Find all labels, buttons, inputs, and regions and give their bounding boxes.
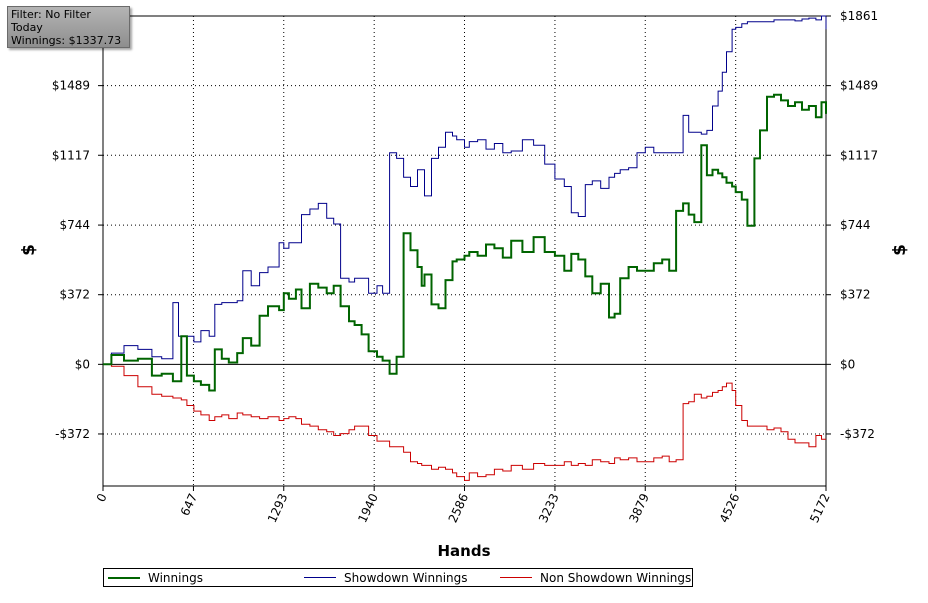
x-tick-label: 1940: [355, 491, 381, 525]
filter-label: Filter: No Filter: [11, 8, 91, 21]
legend-swatch-winnings: [108, 577, 140, 579]
x-tick-label: 1293: [265, 491, 291, 525]
left-y-axis: -$372$0$372$744$1117$1489$1861: [52, 9, 103, 441]
grid: [103, 16, 826, 486]
y-tick-label-right: $744: [840, 218, 871, 232]
y-axis-label-right: $: [890, 244, 910, 256]
x-tick-label: 0: [94, 491, 110, 504]
period-label: Today: [11, 21, 43, 34]
y-tick-label-right: $1489: [840, 79, 878, 93]
series-line-non-showdown-winnings: [103, 363, 826, 481]
y-tick-label-right: $1117: [840, 148, 878, 162]
legend-swatch-non-showdown: [500, 577, 532, 578]
y-tick-label-left: $0: [75, 357, 90, 371]
y-tick-label-left: $372: [59, 288, 90, 302]
legend-swatch-showdown: [304, 577, 336, 578]
x-tick-label: 3879: [626, 491, 652, 525]
filter-info-box: Filter: No Filter Today Winnings: $1337.…: [7, 6, 130, 48]
y-tick-label-left: -$372: [55, 427, 90, 441]
y-tick-label-right: $0: [840, 357, 855, 371]
y-tick-label-right: -$372: [840, 427, 875, 441]
y-tick-label-left: $1117: [52, 148, 90, 162]
x-tick-label: 5172: [807, 491, 833, 525]
y-tick-label-left: $1489: [52, 79, 90, 93]
y-tick-label-left: $744: [59, 218, 90, 232]
x-tick-label: 3233: [536, 491, 562, 525]
x-tick-label: 2586: [446, 491, 472, 525]
x-axis: 0 647 1293 1940 2586 3233 3879 4526 5172: [94, 486, 833, 525]
y-axis-label-left: $: [19, 244, 39, 256]
x-tick-label: 647: [178, 491, 200, 518]
x-axis-label: Hands: [437, 542, 490, 560]
legend-label-showdown: Showdown Winnings: [344, 571, 468, 585]
series-line-showdown-winnings: [103, 15, 827, 365]
legend-label-non-showdown: Non Showdown Winnings: [540, 571, 692, 585]
y-tick-label-right: $372: [840, 288, 871, 302]
winnings-total-label: Winnings: $1337.73: [11, 34, 122, 47]
right-y-axis: -$372 $0 $372 $744 $1117 $1489 $1861: [826, 9, 878, 441]
x-tick-label: 4526: [717, 491, 743, 525]
plot-frame: [102, 15, 827, 487]
legend-label-winnings: Winnings: [148, 571, 203, 585]
legend: Winnings Showdown Winnings Non Showdown …: [103, 568, 693, 587]
y-tick-label-right: $1861: [840, 9, 878, 23]
series-line-winnings: [103, 93, 827, 392]
series-layer: [103, 15, 827, 481]
